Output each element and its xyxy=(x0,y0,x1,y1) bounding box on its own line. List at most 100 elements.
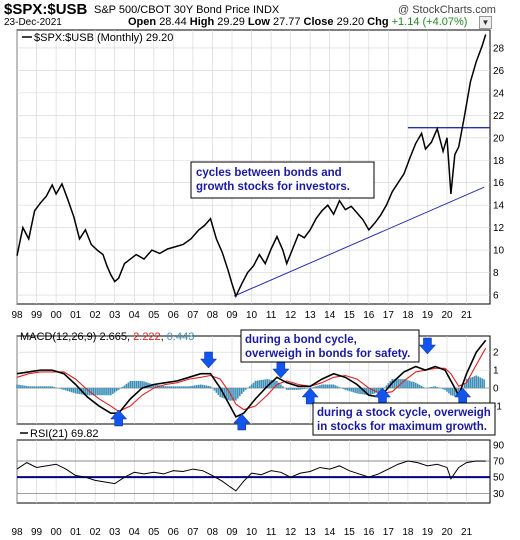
chart-symbol: $SPX:$USB xyxy=(4,1,88,18)
chart-instrument-name: S&P 500/CBOT 30Y Bond Price INDX xyxy=(94,4,280,16)
x-tick-label-bottom: 98 xyxy=(11,527,23,538)
macd-histogram-bar xyxy=(444,388,446,390)
macd-histogram-bar xyxy=(63,388,65,390)
macd-histogram-bar xyxy=(201,384,204,389)
stock-cycle-annotation-text: during a stock cycle, overweigh xyxy=(317,407,491,419)
macd-histogram-bar xyxy=(225,388,227,400)
macd-histogram-bar xyxy=(53,386,55,389)
macd-histogram-bar xyxy=(409,380,411,389)
macd-histogram-bar xyxy=(162,385,165,389)
x-tick-label-bottom: 03 xyxy=(109,527,121,538)
macd-histogram-bar xyxy=(217,388,220,395)
bond-cycle-annotation-box xyxy=(240,329,420,363)
macd-histogram-bar xyxy=(16,384,18,389)
x-tick-label-bottom: 11 xyxy=(266,527,277,538)
macd-histogram-bar xyxy=(467,378,470,389)
rsi-y-tick-label: 70 xyxy=(493,457,505,468)
x-tick-label-bottom: 16 xyxy=(363,527,375,538)
macd-histogram-bar xyxy=(383,387,386,389)
quote-summary: Open 28.44 High 29.29 Low 27.77 Close 29… xyxy=(128,16,467,28)
macd-histogram-bar xyxy=(272,380,274,389)
macd-histogram-bar xyxy=(471,376,474,389)
macd-histogram-bar xyxy=(248,386,251,389)
macd-histogram-bar xyxy=(285,388,288,390)
macd-histogram-bar xyxy=(72,388,75,393)
x-tick-label-bottom: 06 xyxy=(168,527,180,538)
macd-histogram-bar xyxy=(106,388,108,396)
macd-histogram-bar xyxy=(209,386,212,389)
macd-histogram-bar xyxy=(393,379,396,389)
macd-histogram-bar xyxy=(293,388,296,390)
macd-histogram-bar xyxy=(164,386,167,389)
macd-histogram-bar xyxy=(319,385,321,389)
macd-histogram-bar xyxy=(442,388,444,390)
rsi-y-tick-label: 50 xyxy=(493,473,505,484)
macd-histogram-bar xyxy=(399,379,401,389)
macd-histogram-bar xyxy=(110,388,112,396)
macd-histogram-bar xyxy=(448,388,450,394)
macd-histogram-bar xyxy=(303,388,306,389)
macd-histogram-bar xyxy=(68,388,71,392)
macd-histogram-bar xyxy=(84,388,87,395)
macd-histogram-bar xyxy=(121,386,124,389)
macd-histogram-bar xyxy=(479,377,482,389)
macd-histogram-bar xyxy=(111,388,114,394)
x-tick-label-bottom: 10 xyxy=(246,527,258,538)
macd-histogram-bar xyxy=(213,388,216,391)
chevron-down-icon[interactable]: ▼ xyxy=(479,16,492,29)
stock-cycle-arrow xyxy=(110,409,128,427)
macd-histogram-bar xyxy=(160,385,163,389)
macd-histogram-bar xyxy=(117,388,120,390)
macd-histogram-bar xyxy=(24,385,26,389)
macd-histogram-bar xyxy=(104,388,106,396)
macd-histogram-bar xyxy=(244,388,247,390)
macd-histogram-bar xyxy=(250,384,253,389)
price-series-line xyxy=(16,34,487,299)
macd-histogram-bar xyxy=(239,388,241,397)
macd-histogram-bar xyxy=(430,387,433,389)
macd-histogram-bar xyxy=(67,388,69,392)
y-tick-label: 18 xyxy=(493,156,505,167)
macd-histogram-bar xyxy=(231,388,233,401)
macd-legend: MACD(12,26,9) 2.665, 2.222, 0.443 xyxy=(20,331,194,343)
macd-histogram-bar xyxy=(282,386,284,389)
macd-histogram-bar xyxy=(242,388,245,392)
macd-histogram-bar xyxy=(342,388,345,389)
macd-histogram-bar xyxy=(403,379,405,389)
macd-histogram-bar xyxy=(346,388,349,391)
macd-histogram-bar xyxy=(184,386,186,389)
macd-histogram-bar xyxy=(481,378,483,389)
macd-histogram-bar xyxy=(414,382,417,389)
macd-histogram-bar xyxy=(223,388,225,399)
macd-histogram-bar xyxy=(311,387,313,389)
macd-histogram-bar xyxy=(139,380,141,389)
macd-histogram-bar xyxy=(25,385,28,389)
macd-histogram-bar xyxy=(416,383,419,389)
x-tick-label-top: 03 xyxy=(109,310,121,321)
x-tick-label-top: 07 xyxy=(187,310,199,321)
y-tick-label: 22 xyxy=(493,111,505,122)
close-value: 29.20 xyxy=(336,16,365,28)
x-tick-label-top: 17 xyxy=(383,310,395,321)
macd-histogram-bar xyxy=(446,388,448,392)
x-tick-label-top: 20 xyxy=(441,310,453,321)
y-tick-label: 10 xyxy=(493,246,505,257)
macd-histogram-bar xyxy=(358,388,360,394)
macd-histogram-bar xyxy=(78,388,81,395)
macd-histogram-bar xyxy=(289,388,292,390)
macd-histogram-bar xyxy=(412,382,415,389)
macd-histogram-bar xyxy=(33,386,36,389)
x-tick-label-bottom: 07 xyxy=(187,527,199,538)
macd-histogram-bar xyxy=(194,385,196,389)
macd-histogram-bar xyxy=(76,388,79,394)
macd-histogram-bar xyxy=(254,380,257,389)
stockcharts-brand[interactable]: @ StockCharts.com xyxy=(398,4,496,16)
macd-histogram-bar xyxy=(129,380,132,389)
macd-histogram-bar xyxy=(295,388,298,390)
chart-date: 23-Dec-2021 xyxy=(4,17,62,28)
macd-histogram-bar xyxy=(366,388,368,395)
macd-histogram-bar xyxy=(196,385,198,389)
macd-histogram-bar xyxy=(356,388,358,394)
y-tick-label: 8 xyxy=(493,268,499,279)
macd-histogram-bar xyxy=(237,388,239,399)
